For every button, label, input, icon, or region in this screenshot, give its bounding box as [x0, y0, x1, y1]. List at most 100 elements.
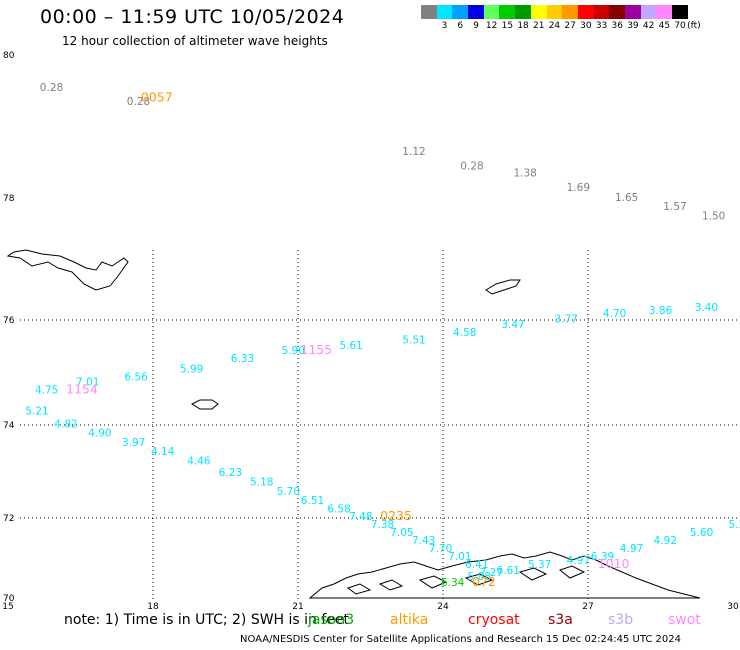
satellite-key-swot: swot	[668, 612, 701, 628]
legend-tick-label: 39	[627, 21, 639, 31]
swh-value-label: 5.18	[250, 476, 273, 488]
legend-tick-label: 42	[642, 21, 655, 31]
longitude-label: 24	[437, 602, 449, 612]
swh-value-label: 5.25	[729, 519, 740, 531]
legend-swatch	[562, 5, 578, 19]
land-kvitoya	[485, 279, 521, 295]
longitude-label: 30	[727, 602, 739, 612]
satellite-key-s3a: s3a	[548, 612, 573, 628]
land-bjornoya	[190, 399, 219, 410]
coastline	[6, 249, 701, 599]
page-subtitle: 12 hour collection of altimeter wave hei…	[62, 34, 328, 48]
swh-value-label: 4.82	[54, 418, 77, 430]
pass-time-label: 1010	[598, 556, 630, 571]
legend-tick-label: 45	[658, 21, 671, 31]
legend-swatch	[656, 5, 672, 19]
swh-value-label: 6.33	[231, 353, 254, 365]
swh-value-label: 7.43	[412, 535, 435, 547]
legend-swatch	[577, 5, 594, 19]
latitude-label: 72	[3, 514, 14, 524]
land-nordaustlandet	[6, 249, 129, 291]
longitude-labels: 15 18 21 24 27 30	[2, 602, 739, 612]
swh-value-label: 1.38	[513, 168, 536, 180]
legend-tick-label: 12	[485, 21, 498, 31]
swh-value-label: 4.97	[567, 555, 590, 567]
swh-value-label: 3.47	[501, 319, 524, 331]
swh-value-label: 6.34	[441, 577, 465, 589]
swh-value-label: 6.58	[327, 503, 350, 515]
legend-tick-label: 27	[564, 21, 576, 31]
satellite-key-cryosat: cryosat	[468, 612, 520, 628]
longitude-label: 15	[2, 602, 13, 612]
swh-value-label: 1.50	[702, 210, 725, 222]
swh-value-label: 7.27	[480, 567, 503, 579]
swh-value-label: 4.58	[453, 327, 476, 339]
swh-value-label: 0.28	[40, 82, 63, 94]
swh-value-label: 1.69	[567, 182, 590, 194]
legend-tick-label: 36	[611, 21, 623, 31]
legend-swatch	[452, 5, 469, 19]
swh-value-label: 6.23	[219, 467, 242, 479]
swh-value-label: 6.39	[591, 551, 614, 563]
legend-tick-label: 24	[548, 21, 561, 31]
swh-value-label: 4.14	[151, 446, 175, 458]
swh-value-label: 3.77	[555, 314, 578, 326]
swh-value-label: 7.01	[448, 551, 471, 563]
lat-lon-grid	[20, 250, 740, 600]
swh-value-label: 3.86	[649, 305, 673, 317]
swh-value-label: 1.57	[663, 201, 686, 213]
swh-value-label: 0.28	[460, 160, 483, 172]
swh-value-label: 5.70	[277, 486, 300, 498]
legend-swatch	[483, 5, 500, 19]
latitude-label: 76	[3, 316, 15, 326]
swh-value-label: 5.99	[180, 364, 203, 376]
legend-swatch	[609, 5, 625, 19]
swh-value-label: 7.48	[349, 511, 372, 523]
legend-swatch	[468, 5, 484, 19]
swh-value-label: 5.51	[402, 335, 425, 347]
swh-value-label: 5.88	[468, 571, 491, 583]
legend-swatch	[593, 5, 610, 19]
legend-tick-label: 21	[533, 21, 545, 31]
swh-value-label: 3.97	[122, 437, 145, 449]
pass-time-label: 0235	[380, 508, 412, 523]
legend-swatch	[436, 5, 453, 19]
latitude-label: 78	[3, 194, 15, 204]
swh-value-label: 4.70	[603, 308, 626, 320]
pass-time-labels: 0057 1155 1154 0235 1010 072	[66, 89, 630, 589]
latitude-label: 80	[3, 51, 15, 61]
land-norway-islands	[346, 565, 586, 595]
longitude-label: 21	[292, 602, 303, 612]
legend-swatch	[672, 5, 688, 19]
latitude-label: 70	[3, 594, 15, 604]
swh-value-label: 5.37	[528, 559, 551, 571]
land-norway	[308, 551, 701, 599]
swh-value-label: 6.56	[124, 371, 148, 383]
swh-value-label: 7.70	[429, 543, 452, 555]
footer-credit: NOAA/NESDIS Center for Satellite Applica…	[240, 634, 682, 645]
legend-tick-label: 9	[473, 21, 479, 31]
pass-time-label: 0057	[141, 89, 173, 104]
swh-value-label: 4.46	[187, 456, 211, 468]
legend-tick-label: 70	[674, 21, 686, 31]
footer-note: note: 1) Time is in UTC; 2) SWH is in fe…	[64, 612, 350, 628]
legend-swatch	[546, 5, 563, 19]
legend-tick-label: 18	[517, 21, 529, 31]
satellite-key-jason3: jason3	[308, 612, 355, 628]
swh-value-label: 0.28	[127, 96, 150, 108]
swh-value-label: 6.41	[465, 559, 488, 571]
swh-value-label: 6.61	[497, 565, 520, 577]
color-scale-legend	[421, 5, 688, 19]
swh-value-label: 5.90	[281, 345, 304, 357]
legend-swatch	[530, 5, 547, 19]
swh-value-label: 1.65	[615, 192, 638, 204]
swh-value-label: 5.60	[690, 527, 713, 539]
longitude-label: 27	[582, 602, 593, 612]
color-scale-labels: 3 6 9 12 15 18 21 24 27 30 33 36 39 42 45 70 (ft)	[421, 21, 740, 33]
swh-value-label: 4.90	[88, 428, 111, 440]
swh-value-label: 3.40	[695, 302, 718, 314]
pass-time-label: 072	[472, 574, 496, 589]
page-title: 00:00 – 11:59 UTC 10/05/2024	[40, 6, 345, 28]
